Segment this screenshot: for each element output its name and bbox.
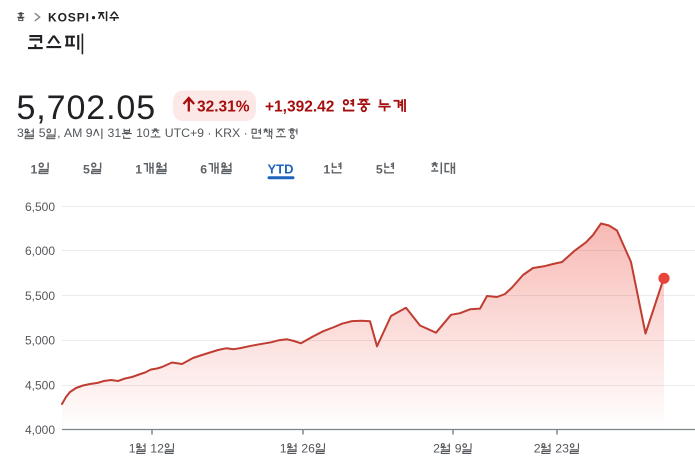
svg-text:1: 1	[129, 442, 136, 456]
svg-text:1: 1	[31, 163, 38, 177]
svg-text:5: 5	[376, 163, 383, 177]
svg-text:5,702.05: 5,702.05	[17, 89, 157, 127]
svg-text:5: 5	[39, 126, 46, 140]
svg-text:6: 6	[200, 163, 207, 177]
svg-text:+1,392.42: +1,392.42	[265, 99, 334, 116]
svg-text:2: 2	[433, 442, 440, 456]
svg-text:3: 3	[17, 126, 24, 140]
svg-text:4,500: 4,500	[25, 379, 55, 393]
svg-text:1: 1	[280, 442, 287, 456]
svg-text:32.31%: 32.31%	[197, 99, 250, 116]
svg-text:, AM 9: , AM 9	[57, 126, 93, 140]
svg-text:YTD: YTD	[268, 162, 294, 177]
svg-text:KOSPI: KOSPI	[48, 11, 90, 25]
svg-text:31: 31	[108, 126, 122, 140]
svg-text:1: 1	[323, 163, 330, 177]
svg-text:9: 9	[455, 442, 462, 456]
svg-text:4,000: 4,000	[25, 423, 55, 437]
svg-text:5,000: 5,000	[25, 334, 55, 348]
svg-text:23: 23	[555, 442, 569, 456]
svg-text:5,500: 5,500	[25, 289, 55, 303]
svg-text:26: 26	[301, 442, 315, 456]
svg-text:6,500: 6,500	[25, 200, 55, 214]
svg-text:1: 1	[135, 163, 142, 177]
svg-text:10: 10	[136, 126, 150, 140]
svg-text:2: 2	[534, 442, 541, 456]
svg-text:UTC+9 · KRX ·: UTC+9 · KRX ·	[165, 126, 248, 140]
svg-text:12: 12	[150, 442, 164, 456]
svg-text:5: 5	[83, 163, 90, 177]
svg-text:6,000: 6,000	[25, 244, 55, 258]
